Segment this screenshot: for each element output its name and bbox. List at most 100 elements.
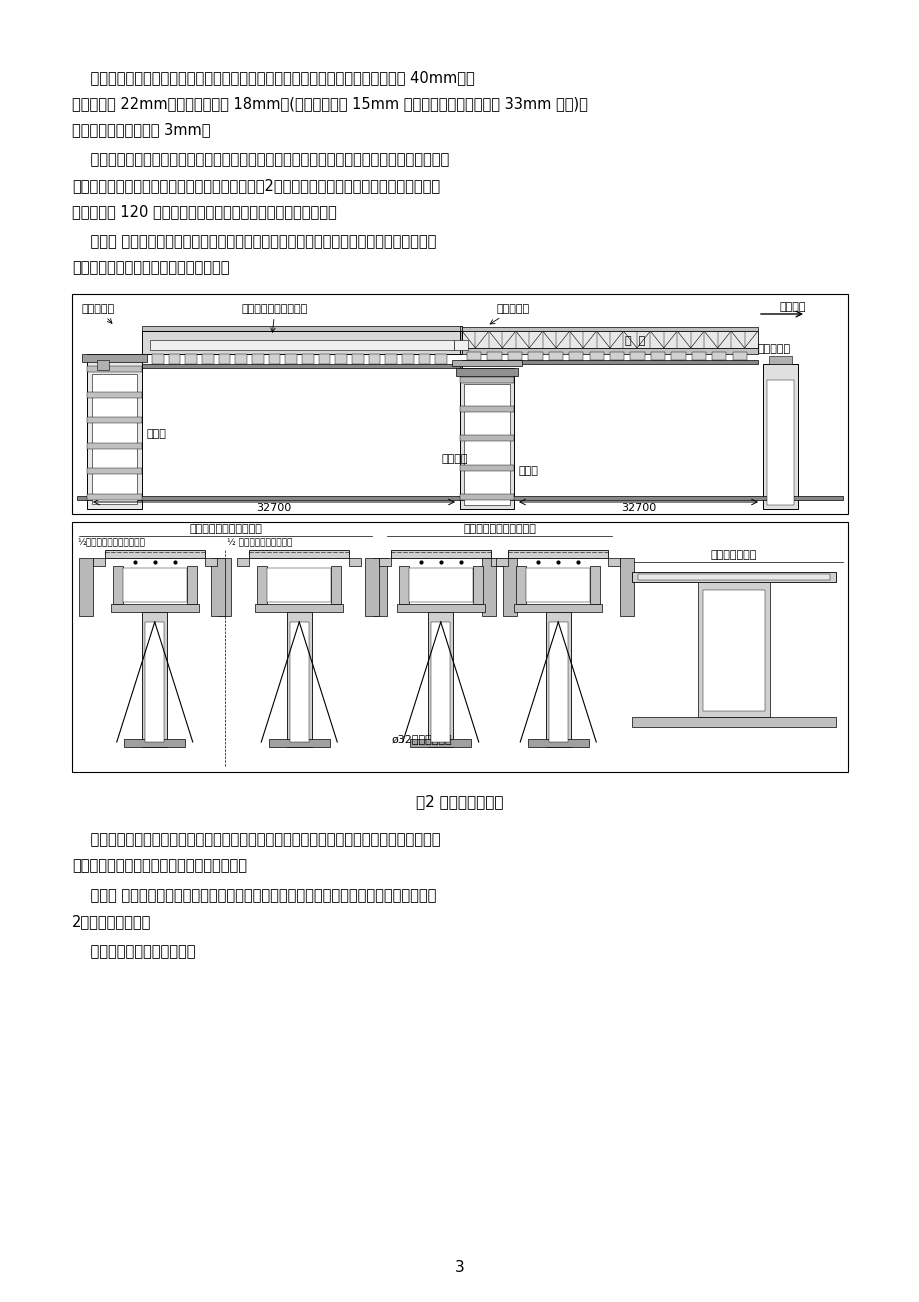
Bar <box>93 559 105 566</box>
Bar <box>145 622 165 742</box>
Bar <box>87 366 142 372</box>
Bar <box>768 355 791 365</box>
Bar <box>507 352 522 359</box>
Bar <box>252 354 264 365</box>
Bar <box>482 559 495 616</box>
Bar <box>268 740 329 747</box>
Text: 后辅助支腿: 后辅助支腿 <box>82 303 115 323</box>
Bar <box>217 559 231 616</box>
Bar <box>249 549 349 559</box>
Bar <box>211 559 225 616</box>
Text: 前辅助支腿断面: 前辅助支腿断面 <box>710 549 756 560</box>
Text: 步骤二：脱模。前中辅助支腿和后辅助支腿在墩顶和桥面支撑。拆除主支腿对拉精轧螺纹钢，: 步骤二：脱模。前中辅助支腿和后辅助支腿在墩顶和桥面支撑。拆除主支腿对拉精轧螺纹钢… <box>72 152 448 167</box>
Bar <box>516 566 526 604</box>
Bar <box>461 331 757 348</box>
Bar <box>619 559 633 616</box>
Text: 造桥机由主支腿移位滑道和后辅助支腿支撑。: 造桥机由主支腿移位滑道和后辅助支腿支撑。 <box>72 858 246 874</box>
Bar <box>514 604 602 612</box>
Bar <box>87 493 142 500</box>
Bar <box>331 566 341 604</box>
Text: 中辅助支腿: 中辅助支腿 <box>490 303 529 324</box>
Text: 外模、底模及端模系统: 外模、底模及端模系统 <box>242 303 308 332</box>
Text: 步骤五 拆除前、中辅助支腿横向连接，拆除模架横向连接，主框架向两侧横向打开。见图: 步骤五 拆除前、中辅助支腿横向连接，拆除模架横向连接，主框架向两侧横向打开。见图 <box>72 888 436 904</box>
Bar <box>318 354 330 365</box>
Bar <box>82 354 147 362</box>
Bar <box>96 359 108 370</box>
Bar <box>396 604 484 612</box>
Text: 要求移动模架轴线偏差 3mm。: 要求移动模架轴线偏差 3mm。 <box>72 122 210 137</box>
Bar <box>142 612 167 747</box>
Bar <box>87 443 142 449</box>
Bar <box>168 354 180 365</box>
Bar <box>335 354 346 365</box>
Bar <box>72 294 847 514</box>
Bar <box>235 354 246 365</box>
Bar <box>548 622 567 742</box>
Text: 导  梁: 导 梁 <box>624 336 644 346</box>
Bar <box>267 568 331 602</box>
Bar <box>528 740 588 747</box>
Bar <box>113 566 122 604</box>
Bar <box>287 612 312 747</box>
Bar <box>460 326 461 331</box>
Bar <box>460 368 514 509</box>
Bar <box>72 522 847 772</box>
Bar <box>609 352 624 359</box>
Bar <box>79 559 93 616</box>
Bar <box>373 559 387 616</box>
Bar <box>142 326 461 331</box>
Bar <box>410 740 471 747</box>
Bar <box>456 368 517 376</box>
Text: 行轮作用在 120 起重轨上，起重轨安放位置对应箱梁腹板位置。: 行轮作用在 120 起重轨上，起重轨安放位置对应箱梁腹板位置。 <box>72 204 336 219</box>
Bar <box>435 354 447 365</box>
Bar <box>453 340 468 350</box>
Bar <box>631 717 835 727</box>
Bar <box>607 559 619 566</box>
Bar <box>152 354 164 365</box>
Bar <box>349 559 361 566</box>
Bar <box>205 559 217 566</box>
Bar <box>702 590 764 711</box>
Bar <box>369 354 380 365</box>
Text: 主支腿及后辅助支腿断面: 主支腿及后辅助支腿断面 <box>189 523 262 534</box>
Text: 在墩身安装主支腿主千斤顶支撑主框架。: 在墩身安装主支腿主千斤顶支撑主框架。 <box>72 260 229 275</box>
Bar <box>431 622 449 742</box>
Text: 2造桥机开启状态。: 2造桥机开启状态。 <box>72 914 152 930</box>
Bar <box>545 612 570 747</box>
Bar <box>732 352 746 359</box>
Bar <box>548 352 562 359</box>
Bar <box>461 327 757 331</box>
Bar <box>589 352 603 359</box>
Bar <box>472 566 482 604</box>
Bar <box>219 354 230 365</box>
Bar <box>301 354 313 365</box>
Bar <box>87 354 142 509</box>
Bar <box>637 574 829 579</box>
Bar <box>142 365 461 368</box>
Bar <box>142 331 461 354</box>
Bar <box>408 568 472 602</box>
Bar <box>460 378 514 383</box>
Text: 步骤四：前、中辅助支腿解除支撑，移动模架主框架由主支腿支撑，主支腿支撑油缸回缩，: 步骤四：前、中辅助支腿解除支撑，移动模架主框架由主支腿支撑，主支腿支撑油缸回缩， <box>72 832 440 848</box>
Bar <box>460 365 461 368</box>
Bar <box>460 435 514 441</box>
Text: 步骤三 液压工在主支腿平台上操作液压泵站，通过纵移千斤顶顶推主支腿吊挂前行到位并: 步骤三 液压工在主支腿平台上操作液压泵站，通过纵移千斤顶顶推主支腿吊挂前行到位并 <box>72 234 436 249</box>
Bar <box>257 566 267 604</box>
Bar <box>460 406 514 413</box>
Bar <box>187 566 197 604</box>
Bar <box>463 384 509 505</box>
Bar <box>352 354 363 365</box>
Text: ø32精轧螺纹钢筋: ø32精轧螺纹钢筋 <box>391 728 452 743</box>
Bar <box>364 559 379 616</box>
Bar <box>630 352 644 359</box>
Bar <box>467 352 481 359</box>
Bar <box>766 380 793 505</box>
Bar <box>526 568 590 602</box>
Text: 梁反拱要求 22mm，故模架设正拱 18mm。(预压塑性变形 15mm 左右，若不进行预压可设 33mm 正拱)；: 梁反拱要求 22mm，故模架设正拱 18mm。(预压塑性变形 15mm 左右，若… <box>72 96 587 111</box>
Bar <box>487 352 501 359</box>
Bar <box>150 340 453 350</box>
Text: 3: 3 <box>455 1259 464 1275</box>
Text: 步骤六：造桥机前移就位。: 步骤六：造桥机前移就位。 <box>72 944 196 960</box>
Bar <box>202 354 213 365</box>
Text: 32700: 32700 <box>620 503 655 513</box>
